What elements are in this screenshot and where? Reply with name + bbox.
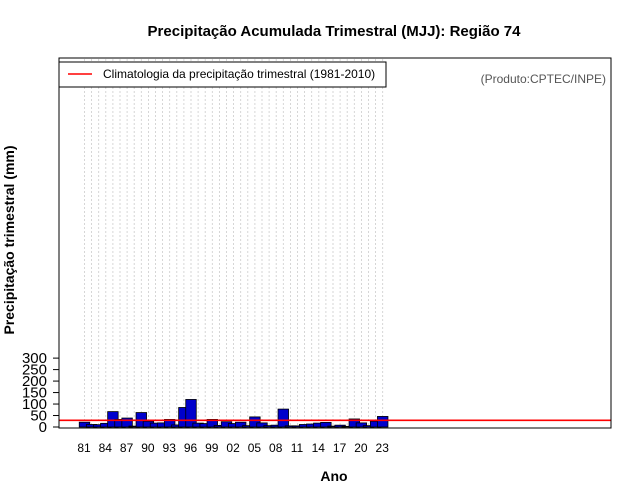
bar-1993 xyxy=(164,419,176,428)
bar-1987 xyxy=(121,417,133,428)
x-tick-label: 81 xyxy=(77,441,91,455)
bar-1996 xyxy=(185,399,197,428)
y-tick-label: 100 xyxy=(22,396,47,413)
x-tick-label: 02 xyxy=(226,441,240,455)
x-tick-label: 90 xyxy=(141,441,155,455)
x-tick-label: 17 xyxy=(333,441,347,455)
bar-2005 xyxy=(249,416,261,428)
x-tick-label: 20 xyxy=(354,441,368,455)
x-tick-label: 84 xyxy=(99,441,113,455)
x-tick-label: 14 xyxy=(312,441,326,455)
legend: Climatologia da precipitação trimestral … xyxy=(58,61,387,88)
x-tick-label: 23 xyxy=(376,441,390,455)
grid-lines xyxy=(84,59,384,427)
credit-text: (Produto:CPTEC/INPE) xyxy=(481,72,606,86)
plot-frame xyxy=(58,57,612,429)
y-axis-label: Precipitação trimestral (mm) xyxy=(1,145,17,334)
y-tick-label: 300 xyxy=(22,350,47,367)
x-tick-label: 99 xyxy=(205,441,219,455)
chart-title: Precipitação Acumulada Trimestral (MJJ):… xyxy=(148,23,522,40)
x-axis-label: Ano xyxy=(320,468,347,484)
legend-label: Climatologia da precipitação trimestral … xyxy=(103,67,375,81)
x-tick-label: 87 xyxy=(120,441,134,455)
bar-2020 xyxy=(355,422,368,428)
y-tick-label: 150 xyxy=(22,385,47,402)
x-tick-label: 05 xyxy=(248,441,262,455)
x-axis: 81 84 87 90 93 96 99 02 05 08 11 14 17 20 23 xyxy=(77,441,389,455)
legend-box xyxy=(58,61,387,88)
y-tick-label: 200 xyxy=(22,373,47,390)
y-tick-label: 50 xyxy=(30,408,47,425)
bar-2006 xyxy=(256,422,268,428)
y-tick-label: 0 xyxy=(39,419,47,436)
bar-2015 xyxy=(320,422,332,428)
bar-2023 xyxy=(377,416,389,428)
x-tick-label: 96 xyxy=(184,441,198,455)
x-tick-label: 11 xyxy=(291,441,304,455)
y-tick-label: 250 xyxy=(22,362,47,379)
x-tick-label: 08 xyxy=(269,441,283,455)
bar-1999 xyxy=(206,419,218,428)
bar-2009 xyxy=(277,408,289,428)
bar-2003 xyxy=(235,421,247,428)
x-tick-label: 93 xyxy=(163,441,177,455)
